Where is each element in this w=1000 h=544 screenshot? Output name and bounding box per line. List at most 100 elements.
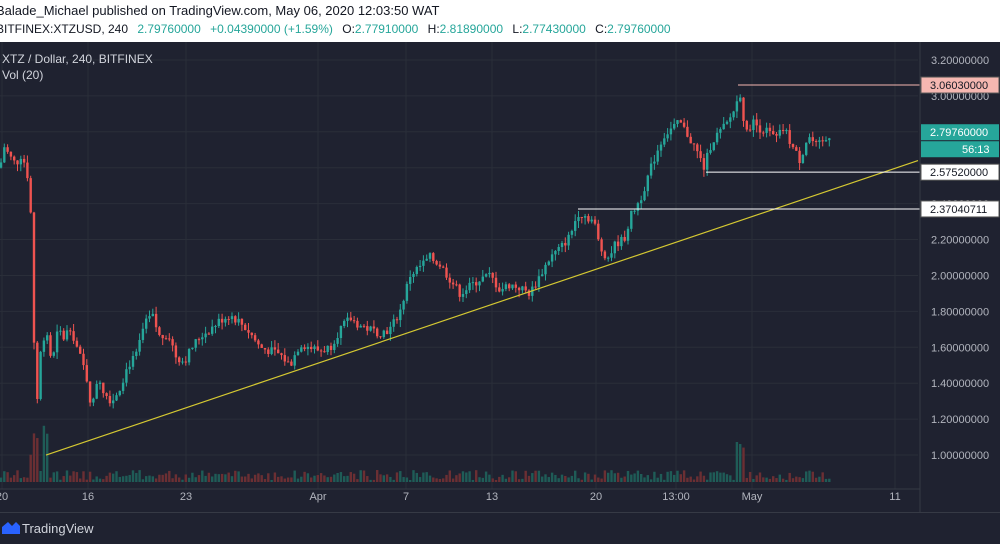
volume-bar (461, 471, 465, 482)
symbol-label: BITFINEX:XTZUSD, 240 (0, 22, 129, 36)
candle-body (461, 294, 465, 297)
volume-bar (16, 470, 19, 482)
volume-bar (765, 477, 768, 482)
volume-bar (636, 470, 640, 482)
candle-body (385, 330, 389, 335)
volume-bar (293, 470, 296, 482)
volume-bar (191, 472, 194, 482)
volume-bar (511, 470, 514, 482)
volume-bar (798, 477, 801, 482)
trendline[interactable] (45, 159, 919, 456)
countdown-label: 56:13 (962, 144, 990, 156)
candle-body (82, 353, 85, 366)
candle-body (316, 346, 319, 351)
candle-body (709, 150, 712, 153)
candle-body (356, 320, 359, 328)
candle-body (425, 258, 428, 261)
volume-bar (201, 470, 204, 482)
volume-legend: Vol (20) (2, 68, 44, 82)
candle-body (643, 191, 646, 201)
candle-body (313, 346, 316, 350)
candle-body (712, 142, 715, 151)
volume-bar (29, 454, 32, 482)
chart-area[interactable]: 3.200000003.000000002.800000002.60000000… (0, 42, 1000, 512)
candle-body (382, 330, 385, 338)
volume-bar (257, 473, 260, 482)
candle-body (673, 123, 676, 129)
x-tick-label: May (742, 491, 763, 503)
volume-bar (653, 471, 656, 482)
volume-bar (418, 477, 422, 482)
volume-bar (795, 476, 798, 482)
support-2-label: 2.37040711 (930, 204, 987, 216)
candle-body (508, 284, 511, 289)
volume-bar (729, 475, 732, 482)
price-axis[interactable]: 3.200000003.000000002.800000002.60000000… (919, 42, 1000, 512)
volume-bar (772, 476, 775, 482)
volume-bar (824, 478, 828, 482)
volume-bar (468, 471, 471, 482)
candle-body (610, 253, 613, 258)
candle-body (468, 282, 471, 291)
candle-body (237, 318, 240, 323)
volume-bar (207, 472, 211, 482)
candle-body (623, 236, 626, 241)
volume-bar (471, 479, 475, 482)
candle-body (257, 340, 260, 345)
candle-body (590, 219, 593, 222)
candle-body (722, 123, 725, 130)
volume-bar (121, 476, 125, 482)
volume-bar (438, 478, 442, 482)
candle-body (296, 351, 300, 356)
support-1-label-bg (920, 163, 1000, 181)
volume-bar (227, 472, 230, 482)
candle-body (640, 200, 643, 204)
volume-bar (475, 470, 478, 482)
candle-body (633, 210, 636, 212)
candle-body (801, 154, 805, 164)
candle-body (115, 395, 118, 401)
candle-body (481, 276, 484, 282)
volume-bar (702, 475, 706, 482)
candle-body (112, 400, 115, 404)
candle-body (537, 276, 541, 287)
volume-bar (22, 477, 26, 482)
last-price-label: 2.79760000 (930, 127, 988, 139)
volume-bar (567, 477, 570, 482)
close-label: C: (595, 22, 608, 36)
candle-body (534, 286, 537, 288)
candle-body (818, 140, 821, 142)
candle-body (504, 284, 508, 290)
candle-body (412, 273, 415, 277)
volume-bar (583, 472, 587, 482)
candle-body (95, 384, 98, 399)
volume-bar (135, 472, 138, 482)
volume-bar (26, 477, 29, 482)
candle-body (620, 236, 623, 247)
candle-body (22, 158, 26, 163)
volume-bar (247, 473, 250, 482)
volume-bar (811, 471, 814, 482)
candle-body (164, 338, 168, 340)
volume-bar (521, 478, 524, 482)
horizontal-levels[interactable] (578, 84, 920, 210)
candle-body (85, 365, 88, 382)
candle-body (742, 97, 745, 121)
candle-body (752, 119, 755, 130)
candles (0, 94, 831, 409)
candle-body (270, 347, 273, 354)
candle-body (379, 336, 382, 338)
candle-body (574, 221, 577, 231)
volume-bar (92, 479, 95, 482)
candle-body (432, 253, 435, 261)
time-axis[interactable]: 20 16 23 Apr 7 13 20 13:00 May 11 (0, 488, 920, 503)
volume-bar (267, 473, 270, 482)
volume-bar (478, 477, 481, 482)
y-tick-label: 1.80000000 (931, 306, 989, 318)
volume-bar (527, 475, 531, 482)
candle-body (517, 287, 521, 291)
volume-bars (0, 425, 831, 482)
volume-bar (273, 472, 277, 482)
price-chart[interactable]: 3.200000003.000000002.800000002.60000000… (0, 42, 1000, 512)
volume-bar (758, 472, 762, 482)
